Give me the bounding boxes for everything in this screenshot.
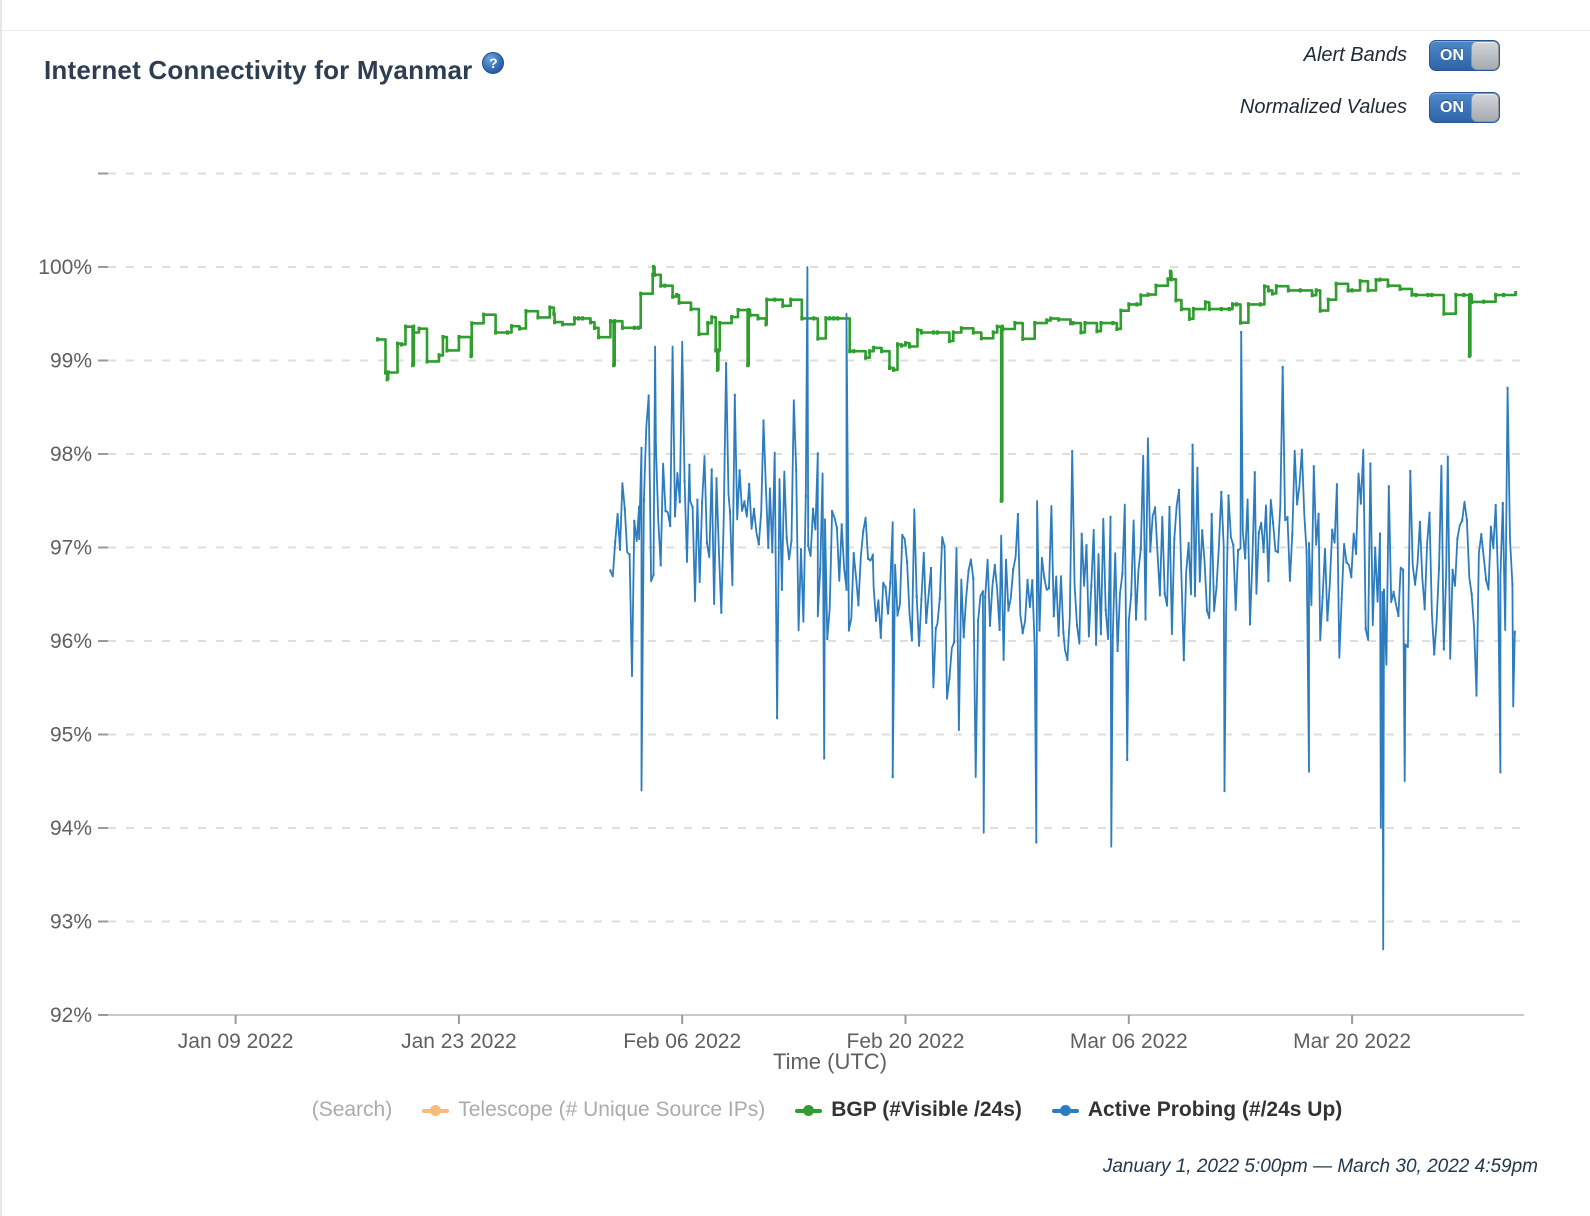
legend-bgp[interactable]: BGP (#Visible /24s): [795, 1098, 1022, 1122]
y-axis-label: 95%: [50, 724, 92, 747]
normalized-values-label: Normalized Values: [1239, 96, 1407, 118]
bgp-series-markers: [376, 264, 1518, 503]
toggle-knob-icon: [1471, 41, 1499, 70]
toggle-knob-icon: [1471, 93, 1499, 122]
alert-bands-toggle[interactable]: ON: [1429, 40, 1500, 71]
x-axis-label: Feb 06 2022: [623, 1030, 741, 1053]
bgp-marker-icon: [795, 1104, 823, 1117]
x-axis-label: Jan 09 2022: [178, 1030, 294, 1053]
x-axis-label: Feb 20 2022: [847, 1030, 965, 1053]
top-divider: [2, 30, 1590, 31]
header: Internet Connectivity for Myanmar ?: [44, 52, 505, 86]
legend-telescope[interactable]: Telescope (# Unique Source IPs): [422, 1098, 765, 1122]
active-probing-series-line: [609, 266, 1516, 951]
x-axis-title: Time (UTC): [773, 1049, 887, 1074]
y-axis-label: 93%: [50, 911, 92, 934]
help-icon[interactable]: ?: [482, 52, 505, 74]
alert-bands-row: Alert Bands ON: [1304, 40, 1500, 71]
date-range: January 1, 2022 5:00pm — March 30, 2022 …: [1102, 1156, 1538, 1177]
legend-active-probing-label: Active Probing (#/24s Up): [1087, 1098, 1343, 1121]
alert-bands-toggle-state: ON: [1440, 46, 1464, 64]
normalized-values-toggle[interactable]: ON: [1429, 92, 1500, 123]
legend-telescope-label: Telescope (# Unique Source IPs): [458, 1098, 766, 1121]
y-axis-label: 92%: [50, 1004, 92, 1027]
chart-legend: (Search) Telescope (# Unique Source IPs)…: [2, 1098, 1590, 1122]
active-probing-marker-icon: [1051, 1104, 1079, 1117]
y-axis-label: 94%: [50, 817, 92, 840]
normalized-values-toggle-state: ON: [1440, 98, 1464, 116]
legend-bgp-label: BGP (#Visible /24s): [831, 1098, 1022, 1121]
y-axis-label: 98%: [50, 443, 92, 466]
legend-search[interactable]: (Search): [311, 1098, 393, 1121]
normalized-values-row: Normalized Values ON: [1240, 92, 1500, 123]
legend-active-probing[interactable]: Active Probing (#/24s Up): [1051, 1098, 1343, 1122]
y-axis-label: 97%: [50, 537, 92, 560]
active-probing-series-markers: [609, 331, 1516, 844]
chart-controls: Alert Bands ON Normalized Values ON: [1240, 40, 1500, 123]
y-axis-label: 96%: [50, 630, 92, 653]
y-axis-label: 99%: [50, 350, 92, 373]
x-axis-label: Mar 06 2022: [1070, 1030, 1188, 1053]
telescope-marker-icon: [422, 1104, 450, 1117]
y-axis-label: 100%: [38, 256, 92, 279]
x-axis-label: Jan 23 2022: [401, 1030, 517, 1053]
page-title: Internet Connectivity for Myanmar: [44, 55, 473, 85]
x-axis-label: Mar 20 2022: [1293, 1030, 1411, 1053]
alert-bands-label: Alert Bands: [1303, 44, 1407, 66]
bgp-series-line: [377, 265, 1517, 503]
